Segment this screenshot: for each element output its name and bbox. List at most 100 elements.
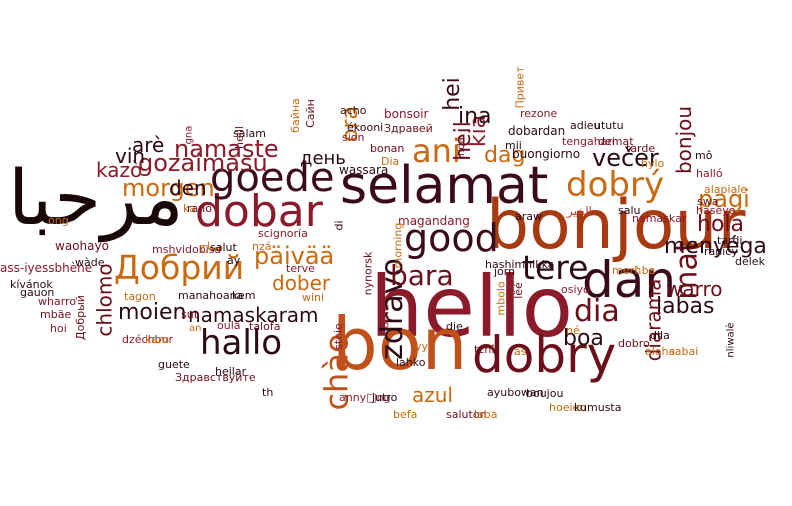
- cloud-word: lëé: [511, 282, 525, 299]
- cloud-word: alapiale: [704, 183, 748, 196]
- cloud-word: chlomo: [92, 263, 117, 337]
- cloud-word: laba: [474, 408, 498, 421]
- cloud-word: menyéga: [664, 234, 767, 259]
- cloud-word: ong: [48, 214, 69, 227]
- cloud-word: bonsoir: [384, 107, 429, 121]
- cloud-word: buongiorno: [512, 147, 581, 161]
- cloud-word: azul: [412, 383, 453, 407]
- cloud-word: moien: [118, 300, 187, 325]
- cloud-word: päivää: [254, 242, 335, 270]
- cloud-word: ani: [412, 132, 461, 170]
- cloud-word: kazò: [96, 158, 143, 182]
- cloud-word: saluton: [446, 408, 487, 421]
- cloud-word: karo: [145, 333, 169, 346]
- cloud-word: tere: [522, 248, 589, 287]
- cloud-word: dober: [272, 271, 331, 295]
- cloud-word: merħba: [612, 264, 656, 277]
- cloud-word: bonjou: [672, 105, 697, 175]
- cloud-word: acho: [340, 104, 367, 117]
- cloud-word: inda: [455, 137, 467, 159]
- cloud-word: adieu: [570, 119, 601, 132]
- cloud-word: bara: [390, 259, 454, 292]
- cloud-word: an: [189, 323, 202, 334]
- cloud-word: байна: [288, 98, 302, 133]
- cloud-word: morgen: [122, 174, 215, 202]
- cloud-word: صباح: [200, 240, 224, 253]
- cloud-word: lahko: [396, 356, 426, 369]
- cloud-word: nliwalè: [725, 322, 737, 358]
- cloud-word: né: [566, 324, 580, 337]
- cloud-word: tarde: [626, 142, 656, 155]
- cloud-word: Здравствуйте: [175, 371, 256, 384]
- cloud-word: hylo: [641, 157, 665, 170]
- cloud-word: boa: [563, 326, 604, 351]
- cloud-word: demat: [598, 135, 634, 148]
- cloud-word: th: [262, 386, 274, 399]
- cloud-word: hola: [697, 212, 744, 237]
- cloud-word: pagi: [698, 185, 750, 213]
- cloud-word: namaskar: [632, 212, 687, 225]
- cloud-word: hashimnikka: [485, 258, 555, 271]
- cloud-word: good: [404, 216, 499, 260]
- cloud-word: namaste: [174, 135, 279, 163]
- cloud-word: bon: [332, 302, 468, 386]
- cloud-word: araw: [515, 210, 543, 223]
- cloud-word: Привет: [513, 66, 527, 109]
- cloud-word: tengahari: [562, 135, 616, 148]
- cloud-word: mii: [505, 139, 522, 152]
- cloud-word: gauon: [20, 286, 55, 299]
- cloud-word: bonan: [370, 142, 405, 155]
- cloud-word: nzá: [252, 240, 272, 253]
- cloud-word: goede: [210, 155, 335, 201]
- cloud-word: salam: [233, 127, 266, 140]
- cloud-word: manahoana: [178, 289, 244, 302]
- cloud-word: oulà: [217, 319, 241, 332]
- cloud-word: magandang: [398, 214, 470, 228]
- cloud-word: guete: [158, 358, 190, 371]
- cloud-word: yy: [415, 340, 429, 353]
- cloud-word: dobar: [195, 186, 323, 237]
- cloud-word: ass-iyessbhène: [0, 261, 93, 275]
- cloud-word: dobrý: [566, 165, 665, 205]
- cloud-word: jutro: [372, 391, 398, 404]
- cloud-word: ay: [227, 254, 241, 267]
- cloud-word: sabai: [669, 345, 699, 358]
- cloud-word: Dia: [381, 155, 400, 168]
- cloud-word: hoi: [50, 322, 67, 335]
- cloud-word: tagon: [124, 290, 156, 303]
- cloud-word: rezone: [520, 107, 558, 120]
- cloud-word: bonjour: [486, 186, 746, 265]
- cloud-word: dobardan: [508, 124, 566, 138]
- cloud-word: oma: [378, 304, 392, 329]
- cloud-word: مرحبا: [8, 153, 184, 242]
- cloud-word: mbolo: [494, 281, 508, 316]
- cloud-word: hallo: [200, 323, 283, 363]
- cloud-word: день: [300, 148, 346, 169]
- cloud-word: osiyo: [561, 283, 590, 296]
- cloud-word: befa: [393, 408, 418, 421]
- cloud-word: namaskaram: [188, 303, 319, 327]
- cloud-word: dia: [574, 294, 620, 329]
- cloud-word: salu: [618, 204, 641, 217]
- cloud-word: as: [514, 345, 527, 358]
- cloud-word: Добрий: [114, 248, 245, 287]
- cloud-word: rano: [187, 202, 212, 215]
- cloud-word: tchî: [474, 343, 495, 356]
- cloud-word: kívánok: [10, 278, 53, 291]
- cloud-word: anny□ng: [339, 391, 391, 404]
- cloud-word: arè: [132, 133, 165, 157]
- cloud-word: sut: [181, 308, 199, 321]
- cloud-word: di: [332, 220, 346, 231]
- cloud-word: heilar: [215, 365, 247, 378]
- cloud-word: dan: [582, 251, 677, 309]
- cloud-word: kem: [232, 289, 256, 302]
- cloud-word: boujou: [526, 387, 564, 400]
- cloud-word: wini: [302, 291, 325, 304]
- cloud-word: delek: [735, 255, 765, 268]
- cloud-word: ka: [183, 202, 196, 215]
- cloud-word: haseyo: [696, 204, 736, 217]
- cloud-word: dzéchbur: [122, 333, 174, 346]
- cloud-word: wharro: [38, 295, 77, 308]
- cloud-word: الخير: [567, 204, 592, 218]
